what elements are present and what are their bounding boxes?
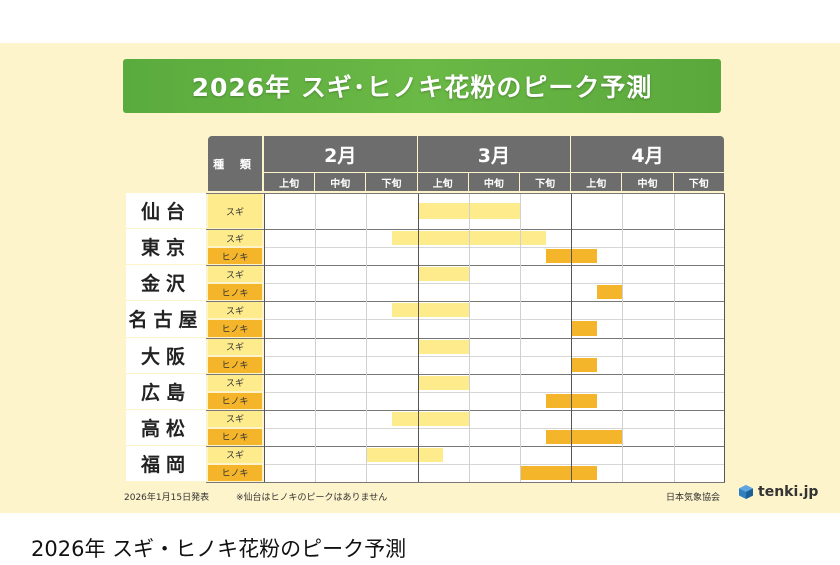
peak-bar bbox=[417, 267, 469, 282]
row-divider bbox=[264, 391, 725, 393]
city-label: 仙台 bbox=[126, 193, 206, 229]
grid-line bbox=[622, 193, 624, 482]
peak-bar bbox=[596, 285, 623, 300]
species-label: ヒノキ bbox=[208, 428, 262, 445]
row-divider bbox=[264, 283, 725, 285]
period-header: 上旬 bbox=[571, 173, 622, 191]
period-header: 下旬 bbox=[520, 173, 571, 191]
species-label: スギ bbox=[208, 410, 262, 427]
peak-bar bbox=[366, 447, 444, 462]
grid-line bbox=[571, 193, 573, 482]
peak-bar bbox=[417, 203, 520, 220]
species-label: ヒノキ bbox=[208, 284, 262, 301]
city-divider bbox=[206, 373, 725, 375]
peak-bar bbox=[392, 303, 469, 318]
period-header: 上旬 bbox=[264, 173, 315, 191]
month-header: 4月 bbox=[571, 136, 724, 172]
row-divider bbox=[264, 427, 725, 429]
grid-line bbox=[366, 193, 368, 482]
grid-line bbox=[673, 193, 675, 482]
peak-bar bbox=[571, 321, 597, 336]
period-header: 中旬 bbox=[468, 173, 519, 191]
grid-line bbox=[417, 193, 419, 482]
grid-line bbox=[264, 193, 265, 482]
peak-bar bbox=[417, 339, 469, 354]
row-divider bbox=[264, 463, 725, 465]
city-divider bbox=[206, 337, 725, 339]
city-label: 名古屋 bbox=[126, 301, 206, 337]
city-label: 福岡 bbox=[126, 445, 206, 481]
species-label: ヒノキ bbox=[208, 392, 262, 409]
peak-bar bbox=[520, 465, 597, 480]
source-label: 日本気象協会 bbox=[666, 493, 721, 503]
period-header: 中旬 bbox=[622, 173, 673, 191]
peak-bar bbox=[417, 375, 469, 390]
species-label: ヒノキ bbox=[208, 248, 262, 265]
row-divider bbox=[264, 319, 725, 321]
species-label: スギ bbox=[208, 230, 262, 247]
grid-line bbox=[723, 193, 725, 482]
species-label: スギ bbox=[208, 338, 262, 355]
species-label: スギ bbox=[208, 266, 262, 283]
chart-title: 2026年 スギ･ヒノキ花粉のピーク予測 bbox=[123, 59, 721, 113]
city-label: 金沢 bbox=[126, 265, 206, 301]
species-header: 種 類 bbox=[208, 136, 262, 191]
sendai-note: ※仙台はヒノキのピークはありません bbox=[236, 493, 388, 503]
table-bottom bbox=[206, 482, 725, 483]
brand-name: tenki.jp bbox=[758, 484, 819, 500]
month-header: 2月 bbox=[264, 136, 417, 172]
species-label: スギ bbox=[208, 194, 262, 229]
city-divider bbox=[206, 409, 725, 411]
city-divider bbox=[206, 229, 725, 231]
species-label: ヒノキ bbox=[208, 320, 262, 337]
species-label: ヒノキ bbox=[208, 464, 262, 481]
period-header: 下旬 bbox=[366, 173, 417, 191]
tenki-cube-icon bbox=[739, 485, 753, 499]
period-header: 中旬 bbox=[315, 173, 366, 191]
month-header: 3月 bbox=[417, 136, 571, 172]
period-header: 下旬 bbox=[673, 173, 724, 191]
period-header: 上旬 bbox=[417, 173, 468, 191]
city-label: 大阪 bbox=[126, 337, 206, 373]
announcement-date: 2026年1月15日発表 bbox=[124, 493, 210, 503]
species-label: ヒノキ bbox=[208, 356, 262, 373]
page-caption: 2026年 スギ・ヒノキ花粉のピーク予測 bbox=[31, 537, 407, 561]
grid-line bbox=[468, 193, 470, 482]
tenki-logo: tenki.jp bbox=[738, 484, 818, 500]
city-label: 高松 bbox=[126, 409, 206, 445]
grid-line bbox=[520, 193, 521, 482]
row-divider bbox=[264, 355, 725, 357]
city-divider bbox=[206, 301, 725, 303]
city-divider bbox=[206, 445, 725, 447]
species-label: スギ bbox=[208, 302, 262, 319]
species-label: スギ bbox=[208, 446, 262, 463]
table-top bbox=[206, 193, 725, 194]
peak-bar bbox=[571, 357, 597, 372]
species-label: スギ bbox=[208, 374, 262, 391]
row-divider bbox=[264, 247, 725, 249]
city-label: 東京 bbox=[126, 229, 206, 265]
peak-bar bbox=[545, 429, 623, 444]
grid-line bbox=[315, 193, 317, 482]
city-label: 広島 bbox=[126, 373, 206, 409]
peak-bar bbox=[392, 411, 469, 426]
city-divider bbox=[206, 265, 725, 267]
